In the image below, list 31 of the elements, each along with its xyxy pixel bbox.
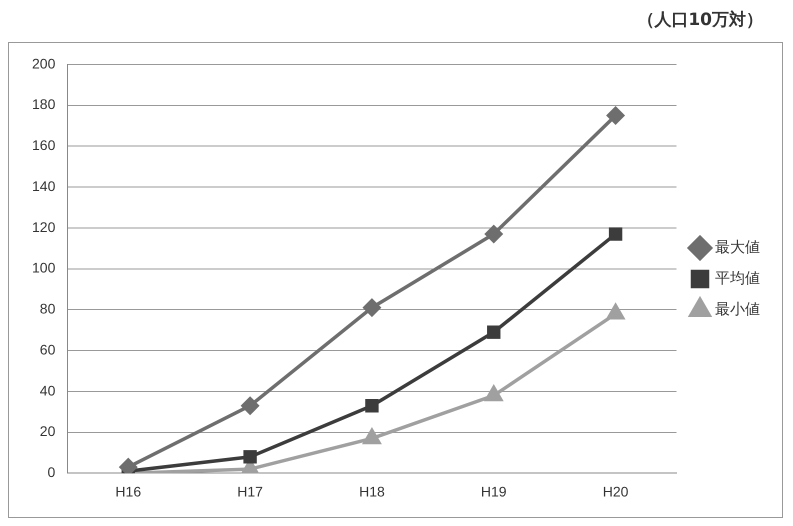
legend-label: 最大値 [715,238,760,256]
point [363,298,381,316]
y-tick-label: 140 [32,178,56,194]
y-tick-label: 0 [48,464,56,480]
y-tick-label: 180 [32,96,56,112]
point [606,106,624,124]
y-tick-label: 160 [32,137,56,154]
point [485,386,502,402]
point [241,397,259,414]
point [243,450,257,464]
y-tick-label: 100 [32,260,56,276]
x-tick-label: H16 [115,483,142,500]
y-tick-label: 200 [32,55,56,72]
x-tick-label: H17 [237,483,264,500]
x-tick-label: H18 [359,483,385,500]
text: （人口10万対） [637,9,763,31]
legend-label: 最小値 [715,300,760,318]
y-tick-label: 80 [40,300,56,317]
point [487,325,500,339]
point [606,304,624,320]
y-tick-label: 120 [32,218,56,235]
legend-label: 平均値 [715,268,760,287]
y-tick-label: 40 [40,382,56,398]
x-tick-label: H19 [480,483,507,500]
point [485,225,503,243]
x-tick-label: H20 [602,483,629,500]
y-tick-label: 60 [40,341,56,358]
point [608,227,622,241]
y-tick-label: 20 [40,423,56,440]
point [365,399,379,412]
point [363,428,381,444]
